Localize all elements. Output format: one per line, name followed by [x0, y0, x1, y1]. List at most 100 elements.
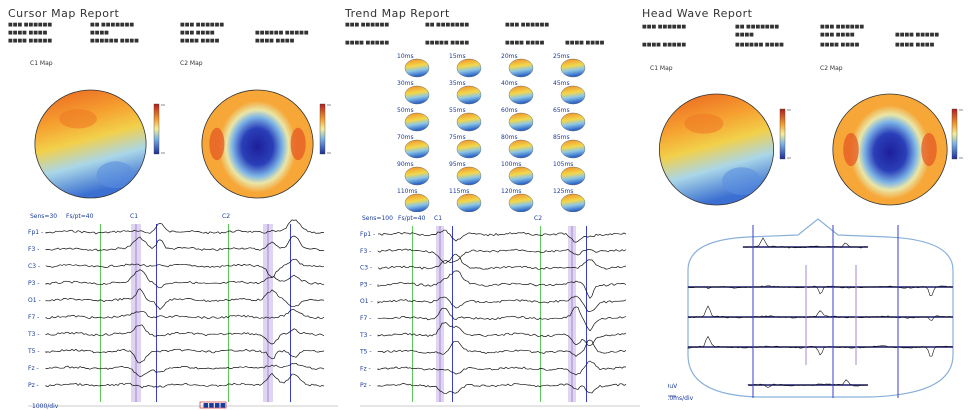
- eeg-waveform-panel: Sens=100 Fs/pt=40 C1 C2 Fp1 - F3 - C3 - P3 - O1 …: [360, 215, 640, 407]
- header-field: ■■■■ ■■■■: [255, 38, 295, 44]
- trend-map-time-label: 50ms: [397, 107, 414, 114]
- header-field: ■■■ ■■■■■■: [642, 24, 687, 30]
- trend-map-report-panel: Trend Map Report ■■■ ■■■■■■ ■■ ■■■■■■■ ■…: [340, 0, 640, 410]
- channel-label: Pz -: [360, 382, 371, 389]
- trend-mini-map: [456, 139, 482, 159]
- trend-map-time-label: 35ms: [449, 80, 466, 87]
- trend-map-time-label: 65ms: [553, 107, 570, 114]
- header-field: ■■■■ ■■■■: [565, 40, 605, 46]
- header-field: ■■■■ ■■■■: [895, 42, 935, 48]
- header-field: ■■■■ ■■■■■: [642, 42, 687, 48]
- trend-map-time-label: 95ms: [449, 161, 466, 168]
- eeg-trace: [377, 270, 627, 299]
- header-field: ■■■■■■ ■■■■■: [255, 30, 309, 36]
- trend-mini-map: [508, 112, 534, 132]
- trend-map-time-label: 60ms: [501, 107, 518, 114]
- trend-mini-map: [508, 85, 534, 105]
- trend-mini-map: [404, 193, 430, 212]
- eeg-top-label: C2: [222, 213, 230, 220]
- channel-label: T5 -: [360, 349, 372, 356]
- eeg-trace: [45, 324, 325, 345]
- eeg-top-label: Sens=30: [30, 213, 57, 220]
- channel-label: P3 -: [28, 280, 40, 287]
- header-field: ■■■■ ■■■■■: [8, 38, 53, 44]
- trend-mini-map: [560, 112, 586, 132]
- header-field: ■■■ ■■■■■■: [8, 22, 53, 28]
- channel-label: C3 -: [360, 265, 372, 272]
- channel-label: Fp1 -: [28, 229, 43, 236]
- trend-map-time-label: 105ms: [553, 161, 573, 168]
- channel-label: F7 -: [28, 314, 39, 321]
- header-field: ■■■ ■■■■■■: [345, 22, 390, 28]
- color-scale-bar: [779, 108, 791, 160]
- eeg-trace: [377, 306, 627, 332]
- channel-label: O1 -: [28, 297, 41, 304]
- head-wave-trace: [687, 285, 953, 296]
- channel-label: C3 -: [28, 263, 40, 270]
- trend-mini-map: [560, 139, 586, 159]
- trend-map-time-label: 85ms: [553, 134, 570, 141]
- trend-mini-map: [560, 166, 586, 186]
- map-label: C1 Map: [30, 60, 53, 67]
- header-field: ■■■ ■■■■■■: [505, 22, 550, 28]
- color-scale-bar: [153, 103, 165, 155]
- trend-map-time-label: 75ms: [449, 134, 466, 141]
- eeg-trace: [45, 288, 325, 311]
- trend-mini-map: [456, 112, 482, 132]
- header-field: ■■■ ■■■■■■: [180, 22, 225, 28]
- header-field: ■■■ ■■■■: [180, 30, 215, 36]
- channel-label: F3 -: [360, 248, 371, 255]
- header-field: ■■ ■■■■■■■: [425, 22, 470, 28]
- eeg-trace: [377, 229, 627, 243]
- time-scale-label: 100.0ms/div: [668, 395, 694, 402]
- trend-map-time-label: 110ms: [397, 188, 417, 195]
- eeg-trace: [45, 219, 325, 235]
- head-wave-trace: [687, 305, 953, 321]
- trend-mini-map: [404, 58, 430, 78]
- channel-label: Fz -: [28, 365, 39, 372]
- head-wave-diagram: 10.0uV 100.0ms/div: [668, 218, 954, 402]
- trend-mini-map: [404, 166, 430, 186]
- eeg-trace: [377, 383, 627, 395]
- eeg-trace: [45, 269, 325, 289]
- eeg-trace: [377, 322, 627, 346]
- trend-map-time-label: 115ms: [449, 188, 469, 195]
- trend-map-time-label: 120ms: [501, 188, 521, 195]
- color-scale-bar: [951, 108, 963, 160]
- eeg-trace: [45, 309, 325, 320]
- eeg-trace: [377, 248, 627, 264]
- header-field: ■■■ ■■■■: [820, 32, 855, 38]
- header-field: ■■ ■■■■■■■: [735, 24, 780, 30]
- eeg-top-label: Fs/pt=40: [66, 213, 94, 220]
- trend-mini-map: [404, 112, 430, 132]
- trend-map-time-label: 125ms: [553, 188, 573, 195]
- eeg-waveform-panel: Sens=30 Fs/pt=40 C1 C2 Fp1 - F3 - C3 - P3 - O1 -…: [28, 213, 338, 410]
- header-field: ■■■■■ ■■■■: [425, 40, 470, 46]
- trend-map-time-label: 15ms: [449, 53, 466, 60]
- channel-label: Pz -: [28, 382, 39, 389]
- trend-mini-map: [456, 193, 482, 212]
- eeg-trace: [377, 253, 627, 270]
- header-field: ■■■■ ■■■■: [8, 30, 48, 36]
- trend-map-time-label: 25ms: [553, 53, 570, 60]
- trend-mini-map: [456, 166, 482, 186]
- head-wave-trace: [742, 237, 868, 249]
- channel-label: Fp1 -: [360, 231, 375, 238]
- trend-map-time-label: 100ms: [501, 161, 521, 168]
- trend-mini-map: [404, 139, 430, 159]
- trend-map-time-label: 90ms: [397, 161, 414, 168]
- trend-mini-map: [560, 193, 586, 212]
- eeg-trace: [45, 348, 325, 364]
- header-field: ■■■■: [735, 32, 754, 38]
- trend-map-time-label: 10ms: [397, 53, 414, 60]
- trend-map-time-label: 20ms: [501, 53, 518, 60]
- header-field: ■■■■ ■■■■: [505, 40, 545, 46]
- trend-mini-map: [508, 139, 534, 159]
- trend-mini-map: [404, 85, 430, 105]
- channel-label: P3 -: [360, 281, 372, 288]
- eeg-trace: [45, 372, 325, 389]
- trend-map-time-label: 40ms: [501, 80, 518, 87]
- trend-map-time-label: 30ms: [397, 80, 414, 87]
- eeg-footer-box-label: ■■■■: [203, 402, 226, 409]
- eeg-trace: [377, 360, 627, 376]
